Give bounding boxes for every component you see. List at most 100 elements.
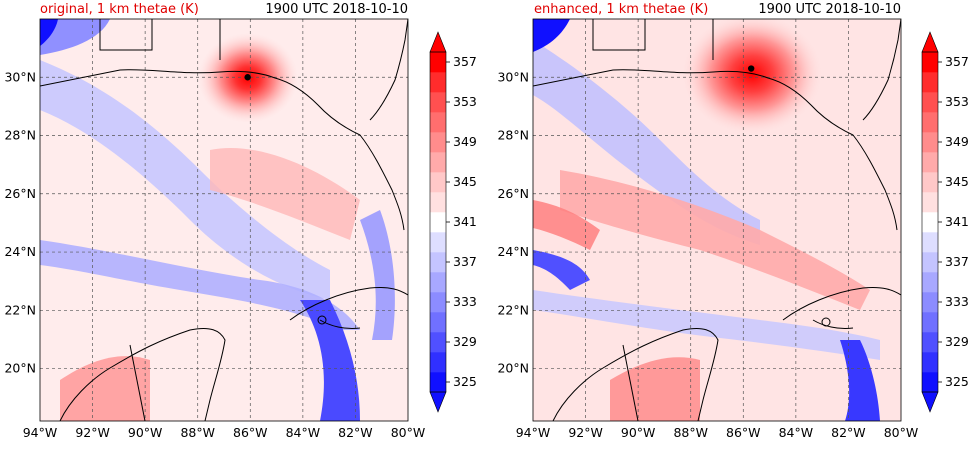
colorbar-tick-label: 349 [453, 134, 477, 149]
colorbar-swatch [922, 92, 938, 113]
lon-tick-label: 86°W [233, 425, 268, 440]
colorbar-tick-label: 341 [945, 214, 969, 229]
colorbar-swatch [430, 92, 446, 113]
colorbar-extend-bottom [429, 391, 447, 413]
colorbar-swatch [430, 252, 446, 273]
field-enhanced [533, 19, 901, 421]
axes-frame-original [39, 18, 409, 422]
colorbar-swatch [922, 152, 938, 173]
lon-tick-label: 88°W [180, 425, 215, 440]
lon-tick-label: 90°W [128, 425, 163, 440]
gridlines-enhanced [533, 19, 901, 421]
colorbar-swatch [922, 52, 938, 73]
lat-tick-label: 26°N [497, 186, 529, 201]
warm-yucatan [610, 357, 700, 421]
gridlines-original [40, 19, 408, 421]
lon-tick-label: 92°W [75, 425, 110, 440]
colorbar-swatch [430, 72, 446, 93]
cool-band-northwest [40, 60, 330, 300]
colorbar-tick-label: 337 [453, 254, 477, 269]
deep-blue-nw [40, 19, 58, 46]
lat-tick-label: 20°N [497, 361, 529, 376]
coastlines-enhanced [533, 19, 901, 421]
lon-tick-label: 88°W [673, 425, 708, 440]
colorbar-swatch [922, 312, 938, 333]
colorbar-swatch [430, 192, 446, 213]
colorbar-swatch [922, 232, 938, 253]
colorbar-tick-label: 349 [945, 134, 969, 149]
time-original: 1900 UTC 2018-10-10 [265, 2, 408, 17]
colorbar-tick-label: 329 [453, 334, 477, 349]
colorbar-swatch [430, 272, 446, 293]
cool-band-south [40, 240, 360, 330]
colorbar-tick-label: 357 [453, 54, 477, 69]
colorbar-swatch [430, 112, 446, 133]
lon-tick-label: 82°W [831, 425, 866, 440]
storm-center-enhanced [747, 65, 755, 72]
lat-tick-label: 22°N [497, 302, 529, 317]
lon-tick-label: 80°W [391, 425, 426, 440]
map-original: 94°W 92°W 90°W 88°W 86°W 84°W 82°W 80°W 20°N 22°… [4, 18, 426, 440]
colorbar-swatch [430, 172, 446, 193]
colorbar-tick-label: 333 [453, 294, 477, 309]
colorbar-swatch [922, 112, 938, 133]
lat-tick-label: 28°N [497, 128, 529, 143]
colorbar-extend-top [429, 31, 447, 53]
colorbar-swatch [922, 372, 938, 393]
warm-yucatan [60, 356, 150, 421]
colorbar-enhanced: 325 329 333 337 341 345 349 353 357 [921, 31, 969, 413]
colorbar-tick-label: 341 [453, 214, 477, 229]
lon-tick-label: 92°W [568, 425, 603, 440]
colorbar-extend-top [921, 31, 939, 53]
colorbar-swatch [922, 292, 938, 313]
colorbar-swatch [430, 152, 446, 173]
lon-tick-label: 82°W [338, 425, 373, 440]
colorbar-tick-label: 325 [453, 374, 477, 389]
colorbar-swatch [430, 352, 446, 373]
colorbar-swatch [922, 352, 938, 373]
lon-tick-label: 90°W [621, 425, 656, 440]
colorbar-swatch [922, 212, 938, 233]
lon-tick-label: 84°W [286, 425, 321, 440]
colorbar-tick-label: 353 [945, 94, 969, 109]
cold-strip-east [360, 210, 395, 340]
colorbar-swatch [922, 332, 938, 353]
lat-ticks-original: 20°N 22°N 24°N 26°N 28°N 30°N [4, 69, 36, 375]
cold-pool-east [840, 340, 880, 421]
colorbar-tick-label: 353 [453, 94, 477, 109]
warm-east-gulf [210, 148, 360, 240]
colorbar-swatch [922, 252, 938, 273]
lat-tick-label: 22°N [4, 302, 36, 317]
colorbar-swatch [430, 332, 446, 353]
colorbar-swatch [430, 312, 446, 333]
cold-west-edge [533, 250, 590, 290]
time-enhanced: 1900 UTC 2018-10-10 [758, 2, 901, 17]
colorbar-swatch [922, 72, 938, 93]
colorbar-swatch [922, 192, 938, 213]
cool-band-south [533, 290, 880, 360]
lat-tick-label: 30°N [4, 69, 36, 84]
lat-tick-label: 20°N [4, 361, 36, 376]
axes-frame-enhanced [532, 18, 902, 422]
lon-tick-label: 80°W [884, 425, 919, 440]
storm-core-enhanced [682, 19, 822, 134]
deep-blue-nw [533, 19, 570, 52]
storm-center-original [244, 74, 251, 81]
colorbar-tick-label: 329 [945, 334, 969, 349]
colorbar-original: 325 329 333 337 341 345 349 353 357 [429, 31, 477, 413]
lon-tick-label: 84°W [779, 425, 814, 440]
colorbar-tick-label: 325 [945, 374, 969, 389]
field-original [40, 19, 408, 421]
colorbar-swatch [430, 292, 446, 313]
colorbar-swatch [430, 52, 446, 73]
lon-tick-label: 94°W [23, 425, 58, 440]
colorbar-swatch [430, 132, 446, 153]
lat-tick-label: 24°N [497, 244, 529, 259]
title-original: original, 1 km thetae (K) [40, 2, 199, 17]
lon-tick-label: 86°W [726, 425, 761, 440]
colorbar-swatch [922, 272, 938, 293]
colorbar-tick-label: 345 [945, 174, 969, 189]
colorbar-swatch [430, 232, 446, 253]
colorbar-swatch [430, 212, 446, 233]
colorbar-extend-bottom [921, 391, 939, 413]
